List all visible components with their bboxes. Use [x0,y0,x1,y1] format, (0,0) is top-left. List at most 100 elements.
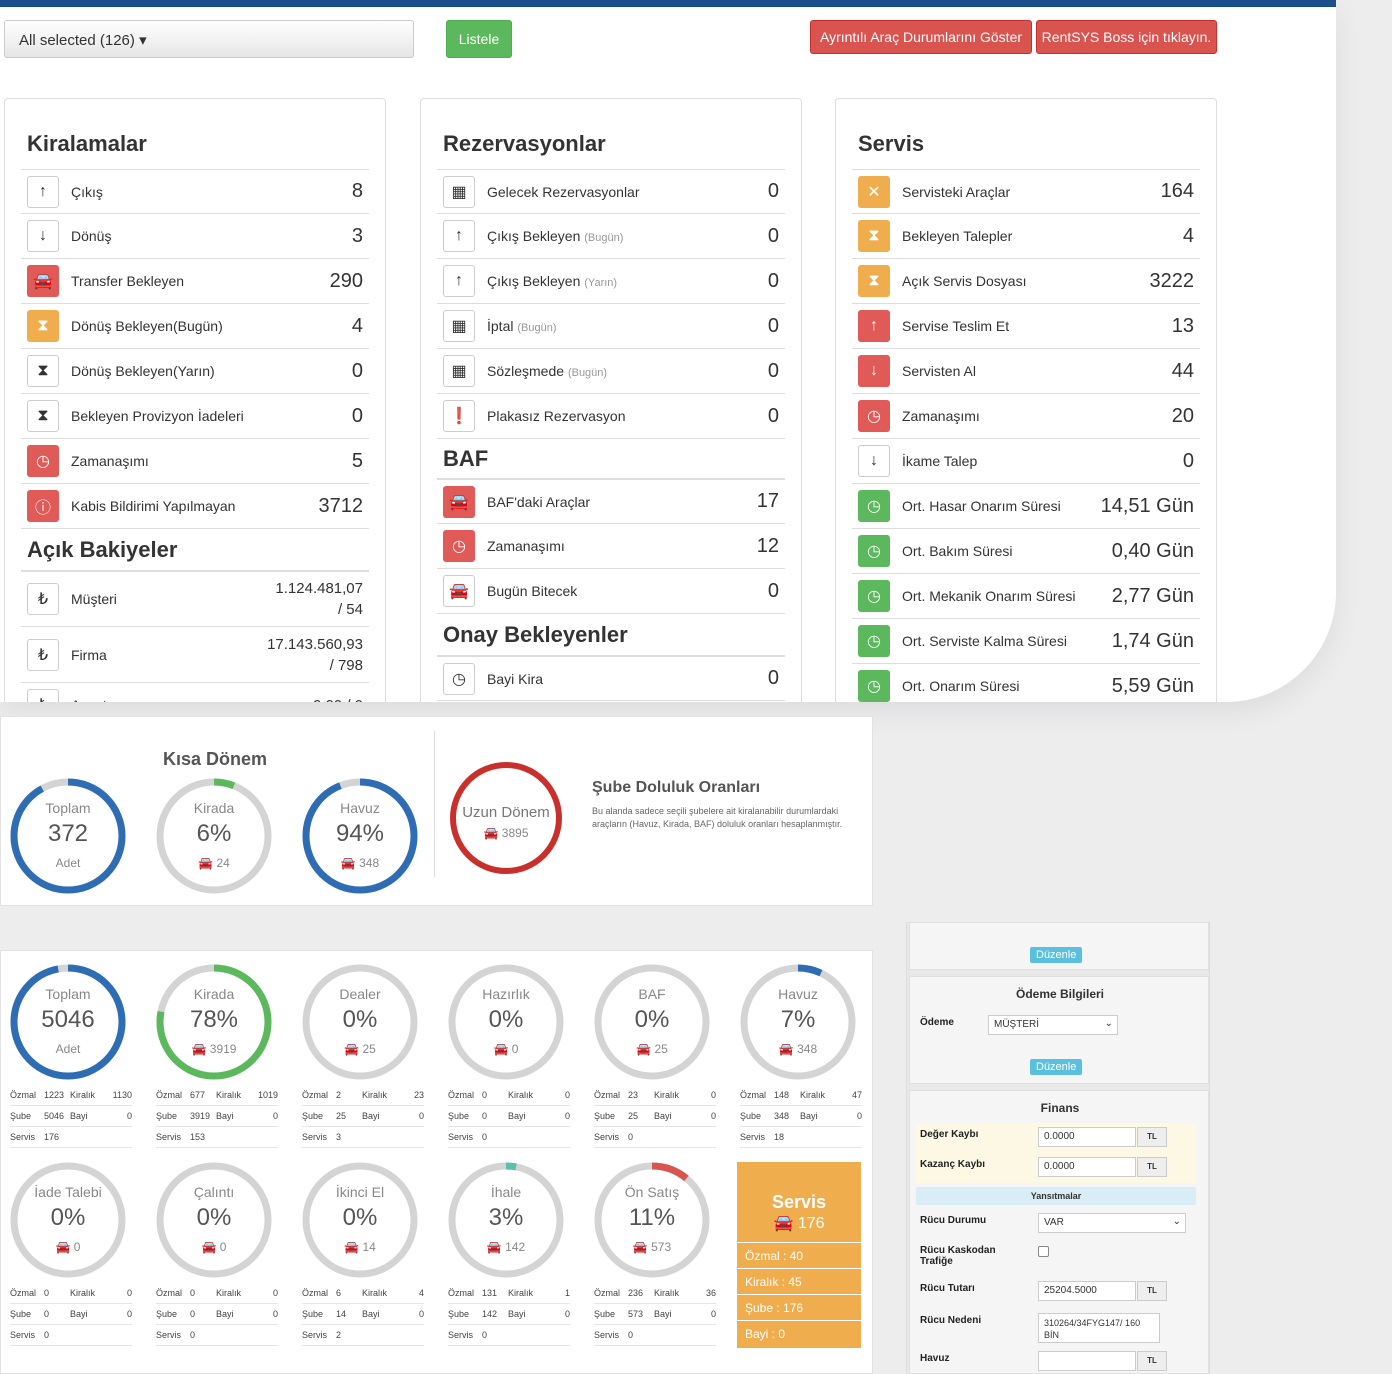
row-label-text: Plakasız Rezervasyon [487,408,626,424]
rezervasyon-row[interactable]: ❗ Plakasız Rezervasyon 0 [437,394,785,439]
servis-row[interactable]: ✕ Servisteki Araçlar 164 [852,169,1200,214]
rucu-kaskodan-checkbox[interactable] [1038,1246,1049,1257]
row-label: İkame Talep [902,453,1183,469]
edit-button[interactable]: Düzenle [1030,947,1083,963]
servis-row[interactable]: ◷ Ort. Mekanik Onarım Süresi 2,77 Gün [852,574,1200,619]
row-value-text: 0 [351,359,363,382]
fleet-gauge-kirada: Kirada 78% 🚘 3919 [154,962,274,1082]
row-value: 0 [768,225,785,248]
rucu-nedeni-label: Rücu Nedeni [920,1315,982,1326]
baf-row[interactable]: 🚘 BAF'daki Araçlar 17 [437,479,785,524]
servis-summary-item: Özmal : 40 [737,1242,861,1268]
gauge-sub: 🚘 25 [300,1042,420,1056]
kisa-donem-gauge: Kirada 6% 🚘 24 [154,776,274,896]
gauge-ring [594,964,710,1080]
row-label-text: Ort. Onarım Süresi [902,678,1020,694]
kiralama-row[interactable]: ⓘ Kabis Bildirimi Yapılmayan 3712 [21,484,369,529]
rucu-tutari-input[interactable]: 25204.5000 [1038,1281,1136,1301]
kiralama-row[interactable]: ↑ Çıkış 8 [21,169,369,214]
lira-icon: ₺ [27,689,59,702]
servis-row[interactable]: ↑ Servise Teslim Et 13 [852,304,1200,349]
rezervasyon-row[interactable]: ▦ İptal (Bugün) 0 [437,304,785,349]
stats-line: Şube 348 Bayi 0 [740,1106,862,1127]
servis-row[interactable]: ◷ Ort. Bakım Süresi 0,40 Gün [852,529,1200,574]
car-icon: 🚘 [636,1042,655,1056]
servis-row[interactable]: ↓ İkame Talep 0 [852,439,1200,484]
stat-value: 0 [44,1288,50,1298]
gauge-title: Toplam [45,800,91,816]
rentsys-boss-button[interactable]: RentSYS Boss için tıklayın. [1036,20,1217,54]
stat-label: Bayi [362,1111,380,1121]
rucu-nedeni-textarea[interactable]: 310264/34FYG147/ 160 BİN [1038,1313,1160,1343]
stat-label: Şube [302,1111,324,1121]
stat-value: 0 [564,1090,570,1100]
odeme-select[interactable]: MÜŞTERİ ⌄ [988,1015,1118,1035]
kazanc-kaybi-input[interactable]: 0.0000 [1038,1157,1136,1177]
deger-kaybi-input[interactable]: 0.0000 [1038,1127,1136,1147]
gauge-sub-value: Adet [55,856,81,870]
fleet-stats: Özmal 2 Kiralık 23 Şube 25 Bayi 0 Servis 3 [302,1085,424,1148]
bakiye-row[interactable]: ₺ Acente 0.00 / 0 [21,683,369,702]
rezervasyon-row[interactable]: ▦ Gelecek Rezervasyonlar 0 [437,169,785,214]
branch-select[interactable]: All selected (126) ▾ [4,20,414,58]
gauge-ring [156,778,272,894]
servis-row[interactable]: ◷ Ort. Onarım Süresi 5,59 Gün [852,664,1200,702]
row-value-text: 13 [1171,314,1194,337]
servis-summary-item: Kiralık : 45 [737,1268,861,1294]
servis-row[interactable]: ⧗ Bekleyen Talepler 4 [852,214,1200,259]
stats-line: Şube 25 Bayi 0 [594,1106,716,1127]
stat-value: 1019 [257,1090,278,1100]
stat-label: Şube [10,1111,32,1121]
kiralama-row[interactable]: ⧗ Dönüş Bekleyen(Bugün) 4 [21,304,369,349]
damage-file-form: Düzenle Ödeme Bilgileri Ödeme MÜŞTERİ ⌄ D… [906,922,1210,1374]
rucu-durumu-select[interactable]: VAR ⌄ [1038,1213,1186,1233]
kiralama-row[interactable]: ↓ Dönüş 3 [21,214,369,259]
baf-row[interactable]: 🚘 Bugün Bitecek 0 [437,569,785,614]
row-label-text: Bayi Kira [487,670,544,687]
gauge-sub-value: 0 [73,1240,81,1254]
stats-line: Özmal 6 Kiralık 4 [302,1283,424,1304]
fleet-gauge-dealer: Dealer 0% 🚘 25 [300,962,420,1082]
kiralama-row[interactable]: ⧗ Bekleyen Provizyon İadeleri 0 [21,394,369,439]
stat-label: Kiralık [508,1288,534,1298]
fleet-stats: Özmal 0 Kiralık 0 Şube 0 Bayi 0 Servis 0 [156,1283,278,1346]
stats-line: Özmal 677 Kiralık 1019 [156,1085,278,1106]
stat-value: 1 [564,1288,570,1298]
havuz-input[interactable] [1038,1351,1136,1371]
bakiye-row[interactable]: ₺ Firma 17.143.560,93 / 798 [21,627,369,683]
servis-row[interactable]: ◷ Zamanaşımı 20 [852,394,1200,439]
servis-row[interactable]: ◷ Ort. Serviste Kalma Süresi 1,74 Gün [852,619,1200,664]
baf-row[interactable]: ◷ Zamanaşımı 12 [437,524,785,569]
rezervasyon-row[interactable]: ↑ Çıkış Bekleyen (Yarın) 0 [437,259,785,304]
rezervasyon-row[interactable]: ↑ Çıkış Bekleyen (Bugün) 0 [437,214,785,259]
servis-row[interactable]: ⧗ Açık Servis Dosyası 3222 [852,259,1200,304]
fleet-gauge-iade-talebi: İade Talebi 0% 🚘 0 [8,1160,128,1280]
gauge-sub-value: 348 [359,856,380,870]
kiralama-row[interactable]: ⧗ Dönüş Bekleyen(Yarın) 0 [21,349,369,394]
row-value: 2,77 Gün [1112,585,1200,608]
list-button[interactable]: Listele [446,20,512,58]
rezervasyon-row[interactable]: ▦ Sözleşmede (Bugün) 0 [437,349,785,394]
row-value: 5,59 Gün [1112,675,1200,698]
row-value-text: 290 [329,269,363,292]
bakiye-row[interactable]: ₺ Müşteri 1.124.481,07 / 54 [21,571,369,627]
kiralama-row[interactable]: ◷ Zamanaşımı 5 [21,439,369,484]
row-value: 0.00 / 0 [313,695,369,703]
row-label-text: BAF'daki Araçlar [487,493,591,510]
fleet-stats: Özmal 148 Kiralık 47 Şube 348 Bayi 0 Servis 18 [740,1085,862,1148]
stat-label: Özmal [448,1090,475,1100]
stat-value: 0 [44,1309,50,1319]
stat-label: Kiralık [654,1090,680,1100]
fleet-gauge-baf: BAF 0% 🚘 25 [592,962,712,1082]
stat-label: Servis [10,1330,36,1340]
onay-row[interactable]: ◷ Bayi Kira 0 [437,656,785,701]
servis-row[interactable]: ◷ Ort. Hasar Onarım Süresi 14,51 Gün [852,484,1200,529]
vehicle-status-details-button[interactable]: Ayrıntılı Araç Durumlarını Göster [810,20,1032,54]
row-label-text: Çıkış Bekleyen [487,228,581,244]
stat-value: 0 [418,1309,424,1319]
gauge-sub: 🚘 25 [592,1042,712,1056]
servis-row[interactable]: ↓ Servisten Al 44 [852,349,1200,394]
kiralama-row[interactable]: 🚘 Transfer Bekleyen 290 [21,259,369,304]
edit-odeme-button[interactable]: Düzenle [1030,1059,1083,1075]
gauge-ring [10,1162,126,1278]
